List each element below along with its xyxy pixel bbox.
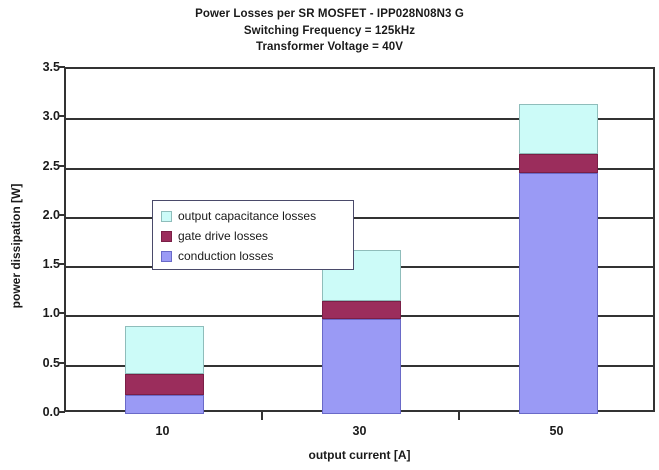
y-axis-tick-label: 1.5 (42, 257, 60, 272)
chart-subtitle-line-2: Transformer Voltage = 40V (255, 41, 404, 53)
chart-title: Power Losses per SR MOSFET - IPP028N08N3… (0, 6, 659, 56)
x-axis-tick-mark (458, 412, 460, 420)
y-axis-tick-mark (58, 361, 65, 364)
y-axis-tick-mark (58, 66, 65, 68)
y-axis-tick-label: 2.0 (42, 207, 60, 222)
chart-subtitle-line-1: Switching Frequency = 125kHz (243, 24, 416, 37)
bar-segment (322, 319, 401, 414)
y-axis-tick-label: 2.5 (42, 158, 60, 173)
gridline (66, 167, 653, 170)
x-axis-tick-label: 10 (155, 424, 170, 438)
x-axis-tick-mark (261, 412, 263, 420)
y-axis-tick-mark (58, 411, 65, 413)
x-axis-tick-label: 30 (352, 424, 367, 438)
legend-swatch-icon (161, 251, 172, 262)
bar-segment (125, 326, 204, 374)
legend-item: conduction losses (161, 247, 353, 266)
y-axis-tick-label: 0.0 (42, 405, 60, 419)
y-axis-tick-mark (58, 312, 65, 315)
x-axis-tick-label: 50 (549, 424, 564, 438)
bar-segment (519, 173, 598, 414)
legend-item: output capacitance losses (161, 207, 353, 226)
y-axis-tick-mark (58, 263, 65, 266)
legend-item: gate drive losses (161, 227, 353, 246)
legend: output capacitance losses gate drive loss… (152, 200, 354, 270)
y-axis-tick-label: 3.5 (42, 60, 60, 74)
chart-title-main: Power Losses per SR MOSFET - IPP028N08N3… (195, 8, 464, 20)
gridline (66, 216, 653, 219)
y-axis-tick-label: 3.0 (42, 109, 60, 124)
legend-item-label: gate drive losses (178, 229, 269, 243)
y-axis-tick-mark (58, 115, 65, 118)
legend-swatch-icon (161, 231, 172, 242)
y-axis-tick-label: 1.0 (42, 306, 60, 321)
bar-segment (322, 250, 401, 301)
y-axis-tick-labels: 0.0 0.5 1.0 1.5 2.0 2.5 3.0 3.5 (18, 61, 60, 419)
bar-segment (322, 300, 401, 320)
x-axis-title: output current [A] (308, 448, 411, 462)
y-axis-tick-label: 0.5 (42, 355, 60, 370)
bar-segment (519, 153, 598, 174)
legend-item-label: conduction losses (178, 249, 274, 263)
legend-swatch-icon (161, 211, 172, 222)
gridline (66, 118, 653, 121)
legend-item-label: output capacitance losses (178, 209, 317, 223)
x-axis-tick-marks (64, 412, 655, 422)
bar-segment (125, 373, 204, 396)
y-axis-tick-mark (58, 213, 65, 216)
plot-area: output capacitance losses gate drive loss… (64, 67, 655, 414)
bar-segment (519, 103, 598, 154)
y-axis-tick-mark (58, 164, 65, 167)
x-axis-tick-labels: 10 30 50 (64, 424, 655, 442)
bar-segment (125, 395, 204, 414)
